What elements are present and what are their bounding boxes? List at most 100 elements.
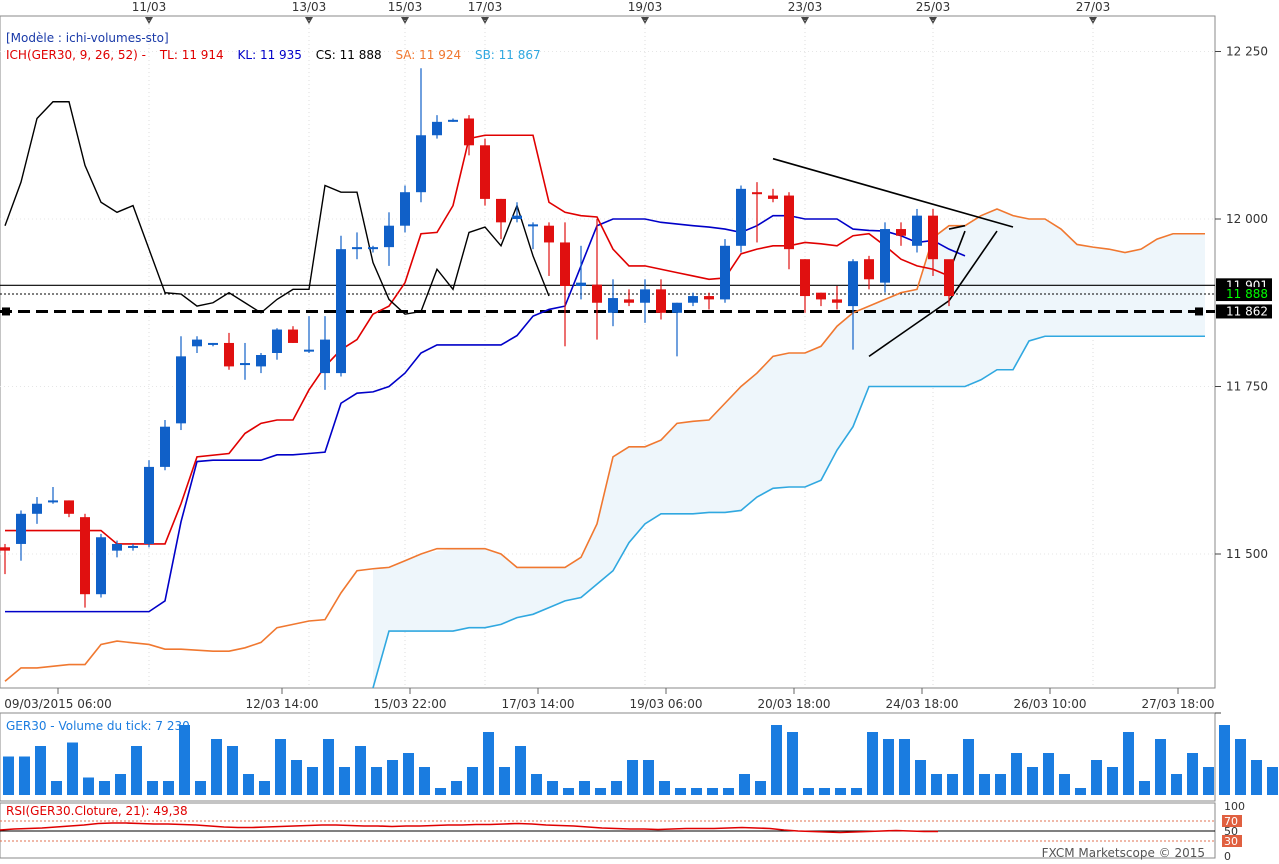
candle-body	[0, 547, 10, 551]
rsi-tick-label: 70	[1224, 815, 1238, 828]
trendline-2	[948, 230, 998, 302]
volume-bar	[691, 788, 702, 795]
rsi-tick-label: 100	[1224, 800, 1245, 813]
price-tick-label: 11 750	[1226, 380, 1268, 394]
volume-bar	[723, 788, 734, 795]
price-axis-bg	[1216, 16, 1279, 688]
top-date-label: 25/03	[916, 0, 951, 14]
volume-bar	[771, 725, 782, 795]
volume-bar	[1219, 725, 1230, 795]
volume-bar	[1011, 753, 1022, 795]
candle-body	[864, 259, 874, 280]
rsi-tick-bg	[1222, 835, 1242, 847]
candle-body	[624, 299, 634, 303]
ichimoku-label: ICH(GER30, 9, 26, 52) -	[6, 48, 146, 62]
bottom-date-label: 24/03 18:00	[886, 697, 959, 711]
price-tag-bg	[1216, 304, 1272, 319]
candle-body	[304, 349, 314, 352]
candle-body	[944, 259, 954, 297]
candle-body	[528, 224, 538, 227]
trendlines	[772, 157, 1014, 358]
candle-body	[384, 225, 394, 248]
candle-body	[224, 342, 234, 367]
candle-body	[784, 195, 794, 250]
price-tag-label: 11 862	[1226, 304, 1268, 318]
volume-bar	[995, 774, 1006, 795]
top-date-label: 17/03	[468, 0, 503, 14]
volume-bar	[243, 774, 254, 795]
volume-bar	[659, 781, 670, 795]
volume-bar	[899, 739, 910, 795]
candle-body	[496, 198, 506, 223]
candle-body	[800, 259, 810, 297]
volume-bar	[979, 774, 990, 795]
volume-bar	[435, 788, 446, 795]
volume-bar	[99, 781, 110, 795]
top-date-label: 11/03	[132, 0, 167, 14]
rsi-tick-bg	[1222, 815, 1242, 827]
candle-body	[592, 284, 602, 303]
volume-bar	[1091, 760, 1102, 795]
candle-body	[560, 242, 570, 286]
price-axis: 12 250 12 000 11 750 11 500	[1215, 16, 1279, 688]
volume-bar	[643, 760, 654, 795]
price-tick-label: 12 000	[1226, 212, 1268, 226]
candle-body	[432, 121, 442, 136]
candle-body	[256, 355, 266, 367]
volume-bar	[611, 781, 622, 795]
senkou-span-a-line	[4, 208, 1205, 682]
candle-body	[832, 299, 842, 303]
candle-body	[416, 135, 426, 193]
rsi-line	[0, 822, 938, 834]
candle-body	[144, 466, 154, 544]
candle-body	[48, 500, 58, 503]
top-date-label: 15/03	[388, 0, 423, 14]
model-title: [Modèle : ichi-volumes-sto]	[6, 31, 169, 45]
volume-bar	[179, 725, 190, 795]
volume-bar	[819, 788, 830, 795]
volume-bar	[835, 788, 846, 795]
volume-bar	[499, 767, 510, 795]
volume-bar	[355, 746, 366, 795]
candle-body	[816, 292, 826, 300]
ichimoku-lines	[4, 101, 1205, 689]
price-tag-bg	[1216, 287, 1272, 302]
bottom-date-label: 15/03 22:00	[374, 697, 447, 711]
volume-bar	[963, 739, 974, 795]
legend-kl: KL: 11 935	[238, 48, 302, 62]
bottom-date-label: 12/03 14:00	[246, 697, 319, 711]
hline-right-handle	[1195, 307, 1203, 316]
volume-bar	[1235, 739, 1246, 795]
volume-bar	[115, 774, 126, 795]
watermark: FXCM Marketscope © 2015	[1042, 846, 1205, 860]
candle-body	[400, 192, 410, 226]
candle-body	[128, 545, 138, 548]
candle-body	[240, 363, 250, 366]
bottom-date-label: 17/03 14:00	[502, 697, 575, 711]
volume-bar	[755, 781, 766, 795]
volume-bar	[371, 767, 382, 795]
rsi-title: RSI(GER30.Cloture, 21): 49,38	[6, 804, 188, 818]
volume-bar	[451, 781, 462, 795]
volume-bar	[1139, 781, 1150, 795]
candle-body	[688, 296, 698, 303]
volume-bar	[531, 774, 542, 795]
legend-sa: SA: 11 924	[395, 48, 461, 62]
price-tick-label: 11 500	[1226, 547, 1268, 561]
candle-body	[880, 229, 890, 283]
candle-body	[368, 247, 378, 250]
candle-body	[288, 329, 298, 343]
volume-panel: GER30 - Volume du tick: 7 230	[0, 712, 1278, 802]
candle-body	[176, 356, 186, 424]
rsi-tick-label: 0	[1224, 850, 1231, 860]
volume-bar	[163, 781, 174, 795]
candle-body	[912, 215, 922, 246]
tenkan-sen-line	[5, 134, 950, 545]
volume-bar	[931, 774, 942, 795]
rsi-tick-label: 50	[1224, 825, 1238, 838]
candle-body	[448, 119, 458, 122]
bottom-date-label: 09/03/2015 06:00	[4, 697, 112, 711]
legend-tl: TL: 11 914	[159, 48, 224, 62]
